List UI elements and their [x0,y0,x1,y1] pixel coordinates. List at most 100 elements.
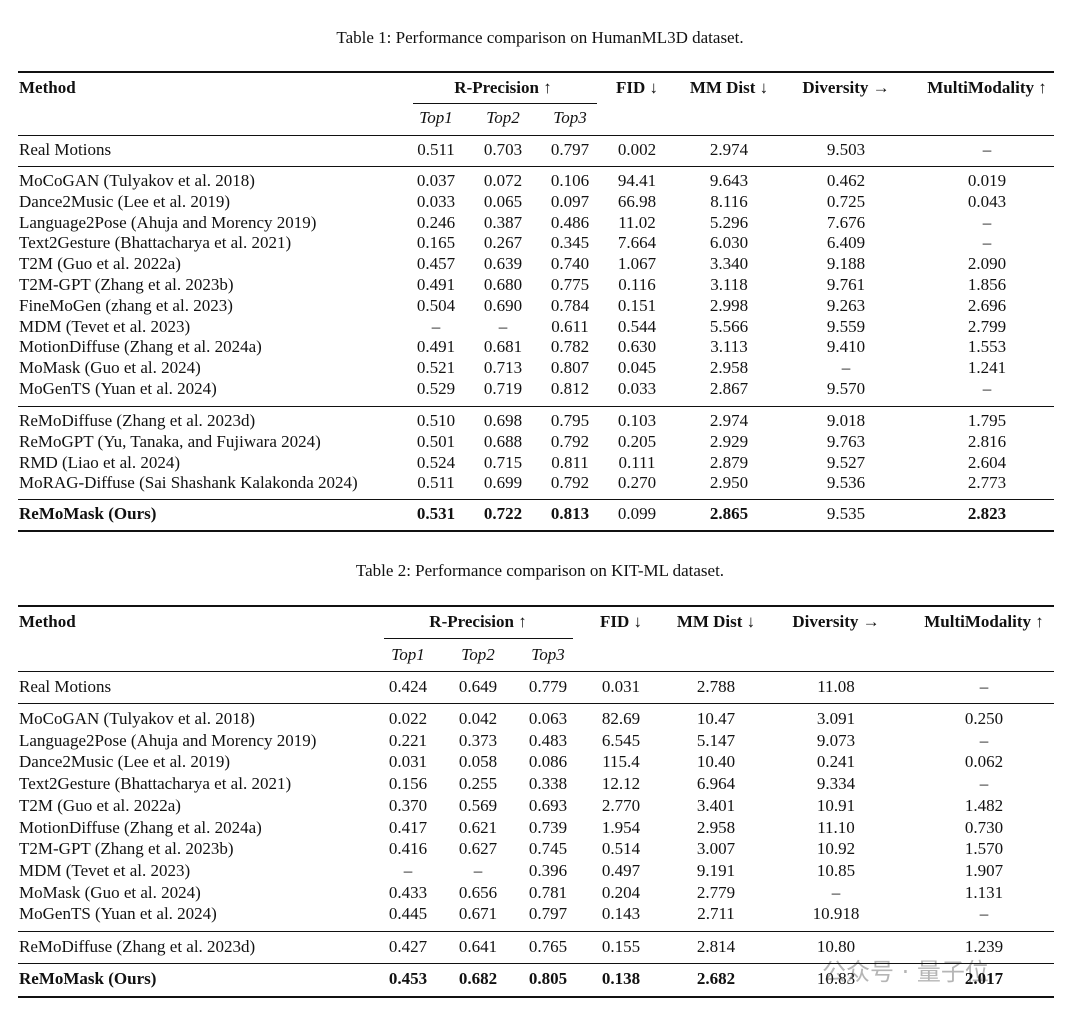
cell: 0.062 [964,752,1004,772]
cell: 0.531 [416,504,456,523]
row-label: ReMoMask (Ours) [19,504,157,523]
cell: 0.690 [483,295,523,315]
row-label: T2M (Guo et al. 2022a) [19,254,181,274]
header-cell: Diversity → [802,78,890,97]
cell: 9.536 [826,473,866,493]
header-cell: MM Dist ↓ [689,78,769,97]
row-label: MotionDiffuse (Zhang et al. 2024a) [19,337,262,357]
cell: 0.784 [550,295,590,315]
subheader-cell: Top3 [531,645,565,664]
subheader-cell: Top2 [461,645,495,664]
cell: 9.763 [826,431,866,451]
rule [18,530,1054,532]
row-label: MoRAG-Diffuse (Sai Shashank Kalakonda 20… [19,473,358,493]
cell: – [982,379,992,398]
row-label: FineMoGen (zhang et al. 2023) [19,295,233,315]
cell: 0.433 [388,882,428,902]
cell: 0.042 [458,709,498,728]
cell: 0.065 [483,191,523,211]
cell: 0.715 [483,452,523,472]
cell: 7.664 [617,233,657,253]
cell: 9.018 [826,411,866,430]
cell: 0.156 [388,774,428,794]
cell: 0.713 [483,358,523,378]
cell: 0.521 [416,358,456,378]
cell: – [831,882,841,902]
cell: 0.037 [416,171,456,190]
cell: 6.964 [696,774,736,794]
cell: 0.688 [483,431,523,451]
cell: 0.781 [528,882,568,902]
cell: 3.118 [710,275,748,294]
cell: 0.033 [416,191,456,211]
cell: 1.482 [964,795,1004,815]
cell: 9.188 [826,254,866,274]
cell: 2.974 [709,411,749,430]
cell: 2.958 [696,817,736,837]
cell: 0.544 [617,316,657,336]
cell: 0.031 [601,677,641,696]
cell: 0.813 [550,504,590,523]
cell: 0.491 [416,337,456,357]
cell: 3.091 [816,709,856,728]
header-cell: MM Dist ↓ [676,612,756,631]
row-label: T2M-GPT (Zhang et al. 2023b) [19,839,234,859]
row-label: MDM (Tevet et al. 2023) [19,316,191,336]
cell: – [982,212,992,232]
cell: 0.417 [388,817,428,837]
cell: – [498,316,508,336]
cell: 0.106 [550,171,590,190]
cell: 1.131 [964,882,1004,902]
cell: 0.797 [550,140,590,159]
cell: 1.954 [601,817,641,837]
header-cell: R-Precision ↑ [429,612,527,631]
cell: 94.41 [617,171,657,190]
cell: 0.031 [388,752,428,772]
row-label: MoCoGAN (Tulyakov et al. 2018) [19,709,255,728]
cell: 0.165 [416,233,456,253]
cell: 2.816 [967,431,1007,451]
cell: 82.69 [601,709,641,728]
cell: 10.85 [816,860,856,880]
cell: 0.719 [483,379,523,398]
cell: 2.867 [709,379,749,398]
cell: 0.682 [458,969,498,988]
row-label: ReMoMask (Ours) [19,969,157,988]
header-cell: FID ↓ [599,612,643,631]
cell: 10.83 [816,969,856,988]
cell: 9.503 [826,140,866,159]
cell: 0.453 [388,969,428,988]
cell: 0.255 [458,774,498,794]
rule [413,103,597,104]
cell: 0.569 [458,795,498,815]
cell: 0.097 [550,191,590,211]
rule [18,135,1054,136]
cell: 0.370 [388,795,428,815]
cell: 0.656 [458,882,498,902]
cell: 11.02 [618,212,656,232]
cell: 2.090 [967,254,1007,274]
cell: 0.483 [528,730,568,750]
cell: 0.345 [550,233,590,253]
cell: 1.570 [964,839,1004,859]
cell: 0.250 [964,709,1004,728]
cell: 2.814 [696,937,736,956]
cell: 0.045 [617,358,657,378]
cell: 0.611 [551,316,589,336]
subheader-cell: Top1 [391,645,425,664]
cell: 1.241 [967,358,1007,378]
cell: 0.740 [550,254,590,274]
cell: 0.725 [826,191,866,211]
cell: 0.151 [617,295,657,315]
cell: 0.457 [416,254,456,274]
cell: 0.795 [550,411,590,430]
cell: 0.627 [458,839,498,859]
cell: 2.865 [709,504,749,523]
cell: 1.795 [967,411,1007,430]
cell: 10.918 [812,904,860,924]
cell: 0.529 [416,379,456,398]
cell: 2.770 [601,795,641,815]
rule [384,638,573,639]
cell: 66.98 [617,191,657,211]
cell: 5.147 [696,730,736,750]
